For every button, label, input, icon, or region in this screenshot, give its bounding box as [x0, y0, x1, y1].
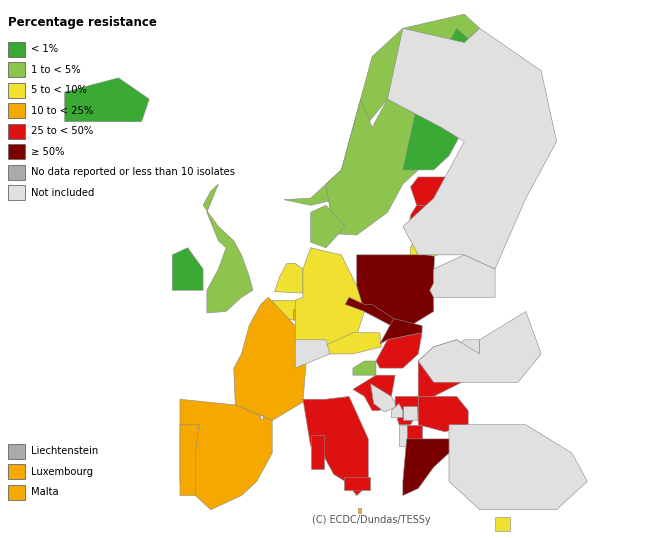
Polygon shape [418, 397, 468, 432]
Polygon shape [180, 424, 199, 495]
Polygon shape [359, 508, 361, 513]
Polygon shape [295, 340, 330, 368]
Polygon shape [293, 309, 299, 320]
Polygon shape [234, 298, 307, 421]
Polygon shape [370, 384, 398, 412]
Text: Liechtenstein: Liechtenstein [31, 447, 98, 456]
Polygon shape [376, 332, 422, 368]
Polygon shape [395, 397, 418, 424]
Polygon shape [357, 255, 434, 325]
Polygon shape [274, 263, 303, 293]
Polygon shape [344, 397, 345, 398]
Polygon shape [172, 248, 203, 290]
Polygon shape [260, 415, 263, 419]
Polygon shape [407, 424, 422, 439]
Polygon shape [399, 424, 407, 446]
Text: No data reported or less than 10 isolates: No data reported or less than 10 isolate… [31, 167, 235, 177]
Polygon shape [345, 298, 394, 325]
Polygon shape [353, 361, 376, 375]
Polygon shape [409, 206, 464, 224]
Text: Percentage resistance: Percentage resistance [8, 16, 156, 29]
Polygon shape [284, 14, 480, 206]
Polygon shape [449, 424, 587, 509]
Polygon shape [418, 312, 541, 383]
Text: ≥ 50%: ≥ 50% [31, 147, 64, 157]
Polygon shape [391, 404, 403, 417]
Polygon shape [344, 477, 370, 490]
Polygon shape [411, 177, 464, 206]
Text: (C) ECDC/Dundas/TESSy: (C) ECDC/Dundas/TESSy [312, 514, 431, 525]
Text: Not included: Not included [31, 188, 94, 197]
Polygon shape [353, 375, 395, 410]
Polygon shape [403, 406, 417, 421]
Polygon shape [65, 78, 149, 122]
Polygon shape [418, 340, 480, 397]
Polygon shape [380, 318, 422, 344]
Polygon shape [403, 439, 449, 495]
Text: Luxembourg: Luxembourg [31, 467, 93, 477]
Polygon shape [456, 340, 480, 361]
Polygon shape [409, 233, 453, 256]
Polygon shape [269, 300, 295, 318]
Polygon shape [295, 248, 364, 347]
Polygon shape [430, 255, 495, 298]
Polygon shape [312, 435, 325, 469]
Polygon shape [322, 332, 381, 354]
Polygon shape [495, 517, 511, 531]
Text: 10 to < 25%: 10 to < 25% [31, 106, 93, 116]
Polygon shape [403, 29, 480, 170]
Text: Malta: Malta [31, 487, 58, 497]
Text: 5 to < 10%: 5 to < 10% [31, 86, 87, 95]
Polygon shape [203, 184, 253, 313]
Text: < 1%: < 1% [31, 45, 58, 54]
Text: 1 to < 5%: 1 to < 5% [31, 65, 80, 75]
Polygon shape [301, 397, 368, 495]
Polygon shape [326, 56, 464, 235]
Polygon shape [310, 206, 345, 248]
Text: 25 to < 50%: 25 to < 50% [31, 126, 93, 136]
Polygon shape [387, 29, 557, 269]
Polygon shape [180, 399, 272, 509]
